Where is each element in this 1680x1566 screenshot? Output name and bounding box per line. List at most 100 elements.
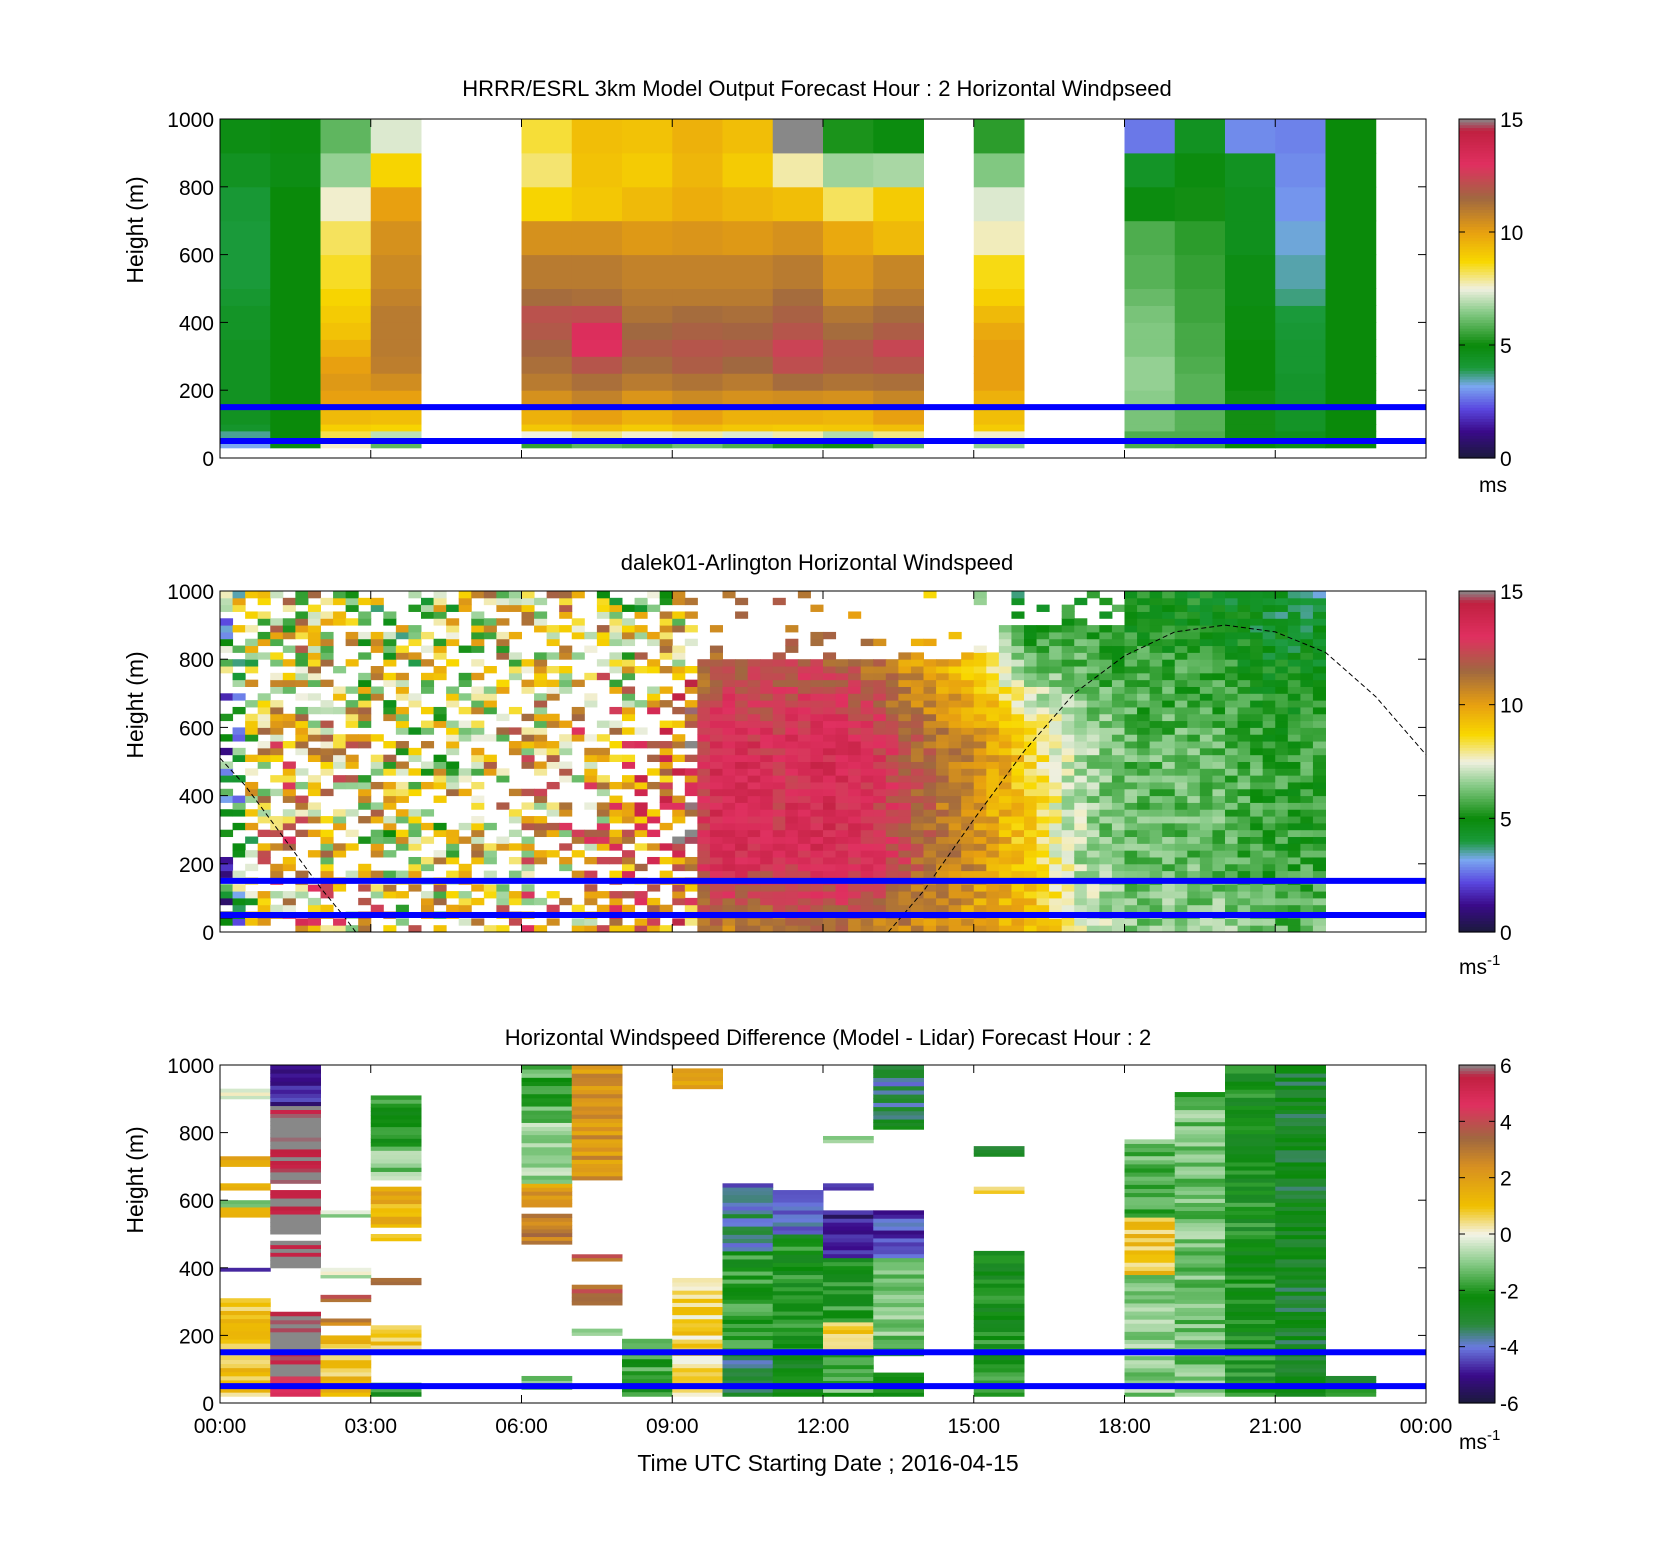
lidar-cell	[1175, 748, 1188, 755]
difference-cell	[220, 1210, 271, 1214]
difference-cell	[371, 1111, 422, 1115]
difference-cell	[672, 1290, 723, 1295]
difference-cell	[1175, 1376, 1226, 1381]
difference-cell	[723, 1206, 774, 1210]
lidar-cell	[635, 625, 648, 632]
difference-cell	[723, 1360, 774, 1365]
lidar-cell	[999, 762, 1012, 769]
difference-cell	[723, 1291, 774, 1296]
lidar-cell	[496, 898, 509, 905]
model-cell	[270, 339, 321, 356]
difference-cell	[672, 1081, 723, 1086]
lidar-cell	[258, 802, 271, 809]
lidar-cell	[559, 611, 572, 618]
lidar-cell	[823, 918, 836, 925]
lidar-cell	[233, 659, 246, 666]
lidar-cell	[999, 680, 1012, 687]
lidar-cell	[308, 591, 321, 598]
lidar-cell	[848, 734, 861, 741]
difference-cell	[1225, 1356, 1276, 1361]
lidar-cell	[1187, 768, 1200, 775]
model-cell	[572, 305, 623, 322]
lidar-cell	[1212, 659, 1225, 666]
difference-cell	[522, 1183, 573, 1187]
lidar-cell	[1275, 775, 1288, 782]
lidar-cell	[1187, 673, 1200, 680]
lidar-cell	[961, 857, 974, 864]
lidar-cell	[961, 734, 974, 741]
lidar-cell	[1049, 762, 1062, 769]
difference-cell	[823, 1345, 874, 1349]
lidar-cell	[1263, 782, 1276, 789]
lidar-cell	[949, 843, 962, 850]
lidar-cell	[383, 618, 396, 625]
lidar-cell	[1049, 864, 1062, 871]
lidar-cell	[1238, 666, 1251, 673]
lidar-cell	[258, 693, 271, 700]
lidar-cell	[986, 673, 999, 680]
difference-cell	[522, 1225, 573, 1229]
lidar-cell	[609, 925, 622, 932]
lidar-cell	[1037, 755, 1050, 762]
difference-cell	[270, 1069, 321, 1074]
lidar-cell	[1099, 775, 1112, 782]
lidar-cell	[1187, 721, 1200, 728]
lidar-cell	[1238, 809, 1251, 816]
lidar-cell	[1125, 782, 1138, 789]
lidar-cell	[1300, 721, 1313, 728]
lidar-cell	[1200, 775, 1213, 782]
difference-cell	[873, 1274, 924, 1279]
difference-cell	[823, 1250, 874, 1254]
lidar-cell	[1099, 891, 1112, 898]
lidar-cell	[1011, 816, 1024, 823]
lidar-cell	[635, 816, 648, 823]
lidar-cell	[1238, 775, 1251, 782]
lidar-cell	[1263, 591, 1276, 598]
lidar-cell	[1125, 646, 1138, 653]
lidar-cell	[434, 891, 447, 898]
lidar-cell	[961, 762, 974, 769]
lidar-cell	[1087, 809, 1100, 816]
lidar-cell	[1112, 762, 1125, 769]
lidar-cell	[1275, 748, 1288, 755]
lidar-cell	[710, 646, 723, 653]
lidar-cell	[1200, 673, 1213, 680]
lidar-cell	[710, 680, 723, 687]
lidar-cell	[496, 680, 509, 687]
lidar-cell	[1200, 707, 1213, 714]
lidar-cell	[710, 850, 723, 857]
lidar-cell	[584, 646, 597, 653]
model-y-tick-label: 200	[179, 380, 214, 403]
lidar-cell	[295, 802, 308, 809]
lidar-cell	[346, 659, 359, 666]
difference-x-tick-label: 06:00	[495, 1415, 548, 1438]
lidar-cell	[660, 768, 673, 775]
lidar-cell	[522, 611, 535, 618]
lidar-cell	[270, 748, 283, 755]
difference-cell	[270, 1230, 321, 1234]
lidar-cell	[245, 918, 258, 925]
difference-cell	[723, 1332, 774, 1337]
lidar-cell	[810, 823, 823, 830]
lidar-cell	[346, 775, 359, 782]
difference-cell	[270, 1102, 321, 1107]
lidar-cell	[1150, 864, 1163, 871]
difference-cell	[1175, 1092, 1226, 1097]
lidar-cell	[446, 639, 459, 646]
lidar-cell	[735, 823, 748, 830]
lidar-cell	[635, 891, 648, 898]
lidar-cell	[748, 871, 761, 878]
lidar-cell	[1212, 686, 1225, 693]
lidar-cell	[735, 741, 748, 748]
lidar-cell	[647, 857, 660, 864]
lidar-cell	[999, 659, 1012, 666]
lidar-cell	[1175, 789, 1188, 796]
lidar-cell	[1200, 646, 1213, 653]
lidar-cell	[509, 898, 522, 905]
lidar-cell	[1175, 823, 1188, 830]
lidar-cell	[1238, 884, 1251, 891]
lidar-cell	[496, 686, 509, 693]
difference-cell	[672, 1315, 723, 1320]
lidar-cell	[220, 789, 233, 796]
